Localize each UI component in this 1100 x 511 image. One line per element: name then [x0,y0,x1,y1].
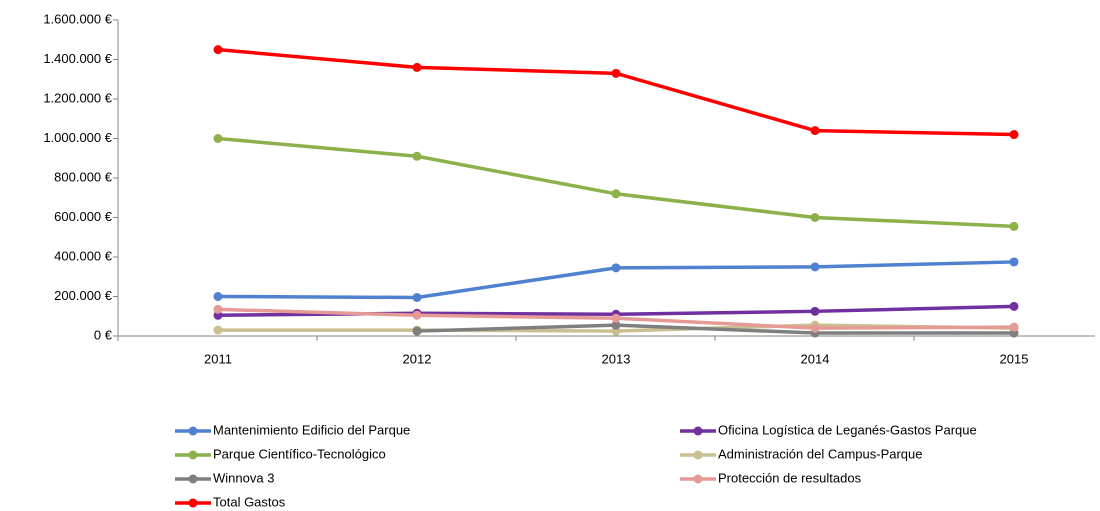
legend-label: Parque Científico-Tecnológico [213,446,386,461]
data-point [412,62,422,72]
data-point [611,263,621,273]
legend-marker [693,474,703,484]
data-point [611,313,621,323]
y-tick-label: 200.000 € [54,288,113,303]
x-tick-label: 2013 [602,351,631,366]
legend-label: Protección de resultados [718,470,862,485]
data-point [611,320,621,330]
series-line [217,136,1015,229]
y-tick-label: 800.000 € [54,169,113,184]
legend-label: Administración del Campus-Parque [718,446,922,461]
x-tick-label: 2015 [1000,351,1029,366]
y-tick-label: 600.000 € [54,209,113,224]
data-point [1009,322,1019,332]
data-point [412,310,422,320]
legend-marker [188,474,198,484]
data-point [810,213,820,222]
data-point [412,326,422,336]
data-point [213,134,223,143]
y-tick-label: 1.400.000 € [43,51,112,66]
y-tick-label: 1.000.000 € [43,130,112,145]
data-point [1009,221,1019,231]
data-point [810,323,820,333]
data-point [1009,301,1019,311]
data-point [213,304,223,314]
data-point [1009,257,1019,267]
series-line [416,323,1014,335]
data-point [213,45,223,55]
legend-label: Winnova 3 [213,470,274,485]
data-point [611,68,621,78]
legend-marker [188,450,198,460]
legend-marker [188,426,198,436]
y-tick-label: 1.600.000 € [43,11,112,26]
data-point [810,126,820,136]
data-point [412,151,422,161]
data-point [412,292,422,302]
data-point [213,292,223,301]
data-point [810,262,820,272]
data-point [213,325,223,335]
x-tick-label: 2014 [801,351,830,366]
x-tick-label: 2012 [403,351,432,366]
y-tick-label: 1.200.000 € [43,90,112,105]
legend-marker [693,426,703,436]
data-point [611,189,621,199]
legend-label: Oficina Logística de Leganés-Gastos Parq… [718,422,977,437]
legend-marker [188,498,198,508]
legend-label: Mantenimiento Edificio del Parque [213,422,410,437]
data-point [1009,130,1019,140]
series-line [217,47,1015,137]
legend-label: Total Gastos [213,494,286,509]
y-tick-label: 400.000 € [54,248,113,263]
x-tick-label: 2011 [204,351,232,366]
data-point [810,306,820,316]
y-tick-label: 0 € [94,327,113,342]
legend-marker [693,450,703,460]
